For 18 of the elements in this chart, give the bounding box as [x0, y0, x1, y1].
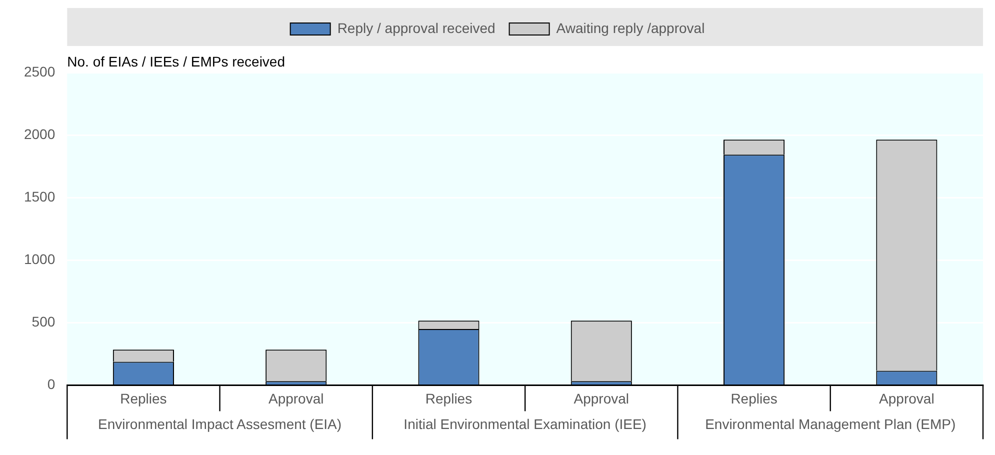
text: Initial Environmental Examination (IEE): [404, 416, 646, 432]
x-tick-label: Approval: [879, 390, 934, 406]
y-tick-label: 1500: [24, 188, 56, 205]
text: Environmental Management Plan (EMP): [705, 416, 956, 432]
y-tick-label: 2000: [24, 126, 56, 142]
legend-label: Reply / approval received: [337, 20, 496, 36]
text: Environmental Impact Assesment (EIA): [98, 416, 342, 432]
y-tick-label: 1000: [24, 251, 56, 268]
x-tick-label: Replies: [730, 390, 778, 406]
x-tick-label: Approval: [574, 390, 630, 406]
x-tick-label: Replies: [120, 390, 167, 406]
y-tick-label: 500: [32, 314, 56, 330]
y-axis-title: No. of EIAs / IEEs / EMPs received: [67, 53, 286, 70]
y-tick-label: 0: [47, 376, 56, 392]
x-tick-label: Approval: [268, 390, 324, 406]
legend-label: Awaiting reply /approval: [556, 20, 705, 36]
y-tick-label: 2500: [24, 64, 56, 80]
x-tick-label: Replies: [425, 390, 472, 406]
